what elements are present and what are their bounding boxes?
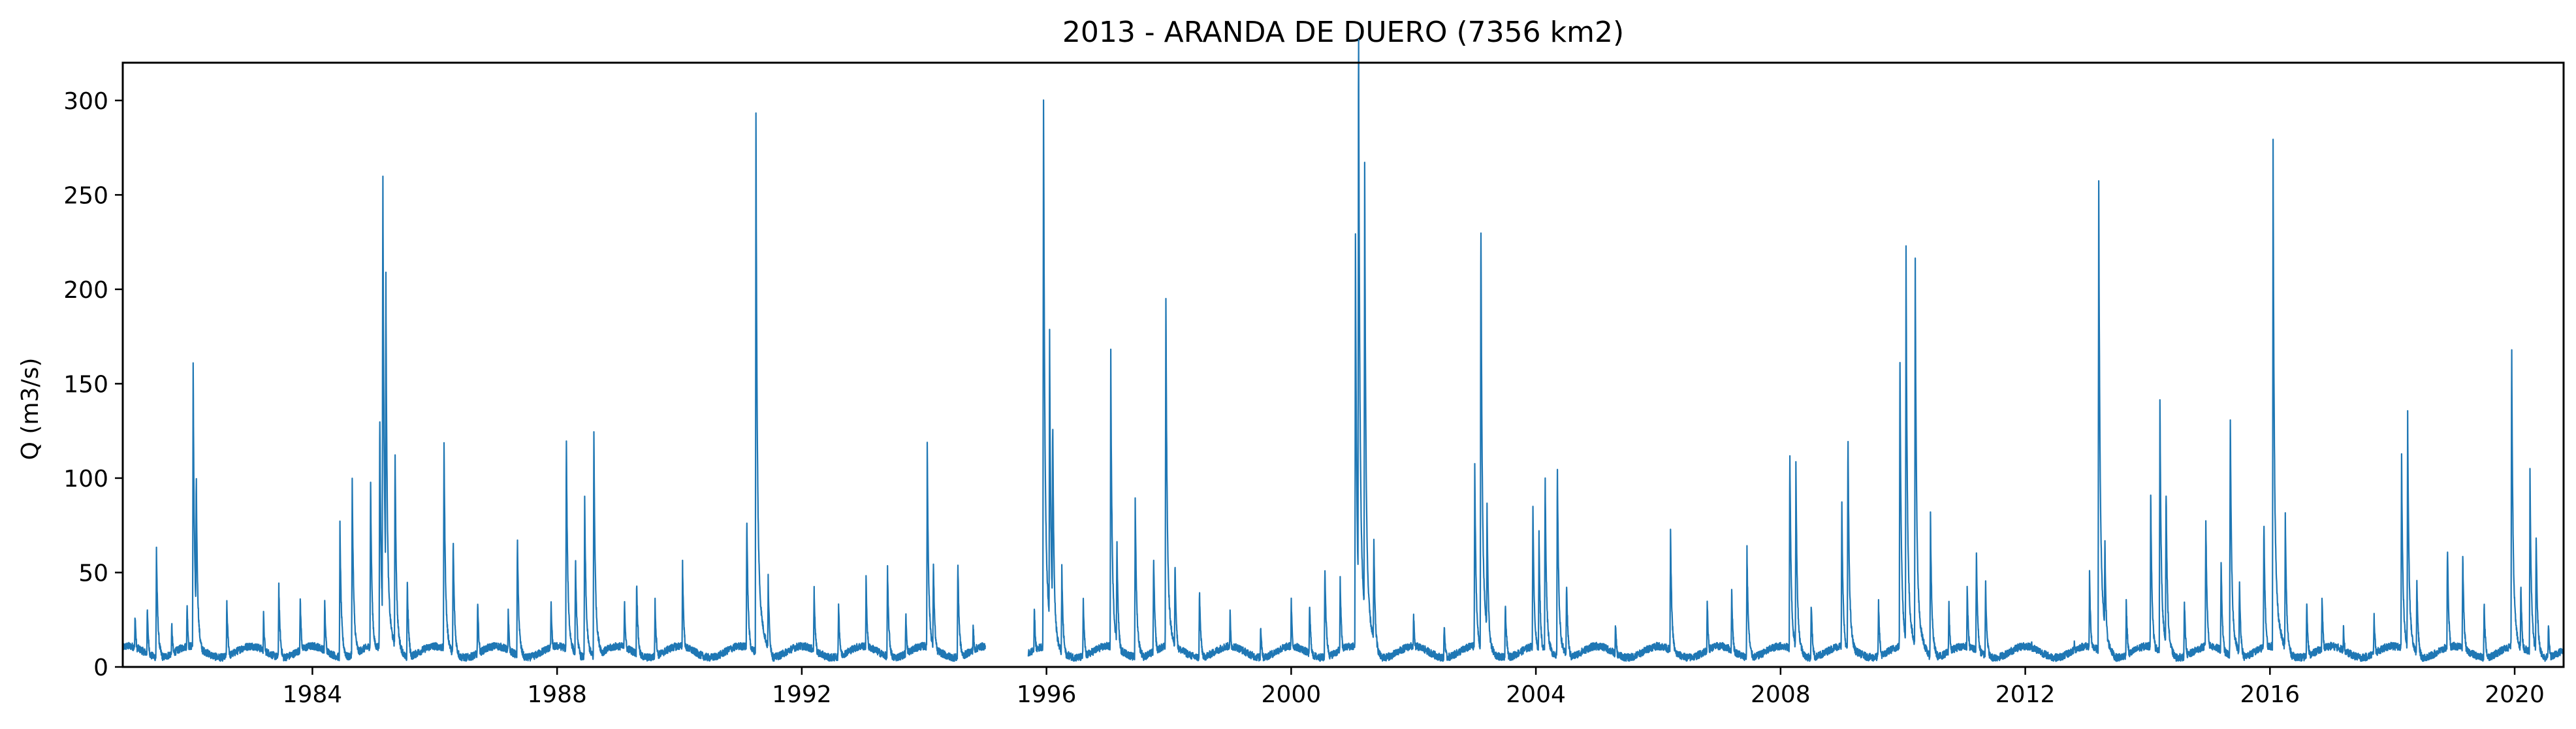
- x-tick-label: 2012: [1996, 681, 2056, 708]
- x-tick-label: 1984: [283, 681, 343, 708]
- x-tick-label: 1996: [1017, 681, 1077, 708]
- discharge-series-line: [1027, 39, 2564, 662]
- discharge-series-line: [121, 112, 986, 662]
- x-tick-label: 2020: [2485, 681, 2545, 708]
- y-tick-label: 150: [63, 371, 108, 398]
- x-tick-label: 2008: [1751, 681, 1811, 708]
- y-tick-label: 0: [93, 655, 108, 681]
- y-tick-label: 50: [78, 560, 108, 587]
- y-tick-label: 300: [63, 88, 108, 115]
- ticks-layer: 1984 1988 1992 1996 2000 2004 2008 2012 2016 2020…: [63, 88, 2545, 708]
- x-tick-label: 2016: [2240, 681, 2300, 708]
- plot-frame: [121, 61, 2565, 668]
- series-layer: [121, 39, 2564, 662]
- y-tick-label: 100: [63, 466, 108, 493]
- x-tick-label: 1988: [527, 681, 587, 708]
- x-tick-label: 1992: [772, 681, 832, 708]
- y-tick-label: 250: [63, 182, 108, 209]
- chart-title: 2013 - ARANDA DE DUERO (7356 km2): [1062, 16, 1624, 49]
- y-axis-label: Q (m3/s): [17, 358, 44, 461]
- y-tick-label: 200: [63, 277, 108, 304]
- x-tick-label: 2000: [1262, 681, 1322, 708]
- x-tick-label: 2004: [1506, 681, 1566, 708]
